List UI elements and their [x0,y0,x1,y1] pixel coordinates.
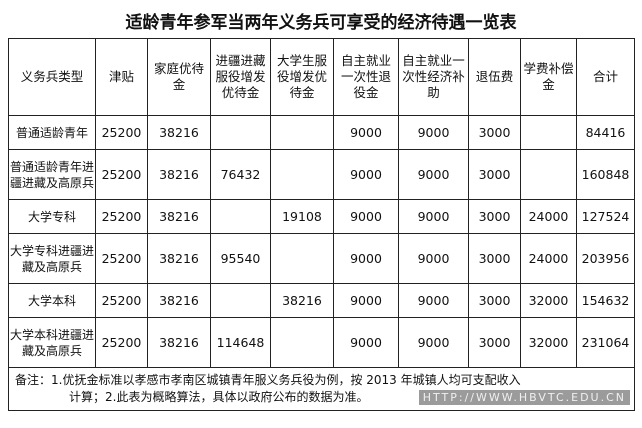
table-cell [270,149,334,200]
table-cell: 32000 [520,283,577,318]
column-header: 退伍费 [468,38,521,116]
table-cell: 9000 [333,199,399,234]
column-header: 学费补偿金 [520,38,577,116]
table-cell: 231064 [576,317,635,368]
table-cell: 24000 [520,199,577,234]
column-header: 义务兵类型 [8,38,96,116]
column-header: 津贴 [95,38,148,116]
row-label: 大学专科 [8,199,96,234]
table-cell: 19108 [270,199,334,234]
table-cell: 160848 [576,149,635,200]
table-row: 大学本科 25200 38216 38216 9000 9000 3000 32000 1546… [8,283,635,318]
row-label: 大学本科进疆进藏及高原兵 [8,317,96,368]
table-cell: 24000 [520,233,577,284]
table-cell: 9000 [333,233,399,284]
table-cell: 38216 [270,283,334,318]
table-cell [270,115,334,150]
table-cell: 9000 [333,317,399,368]
table-row: 普通适龄青年进疆进藏及高原兵 25200 38216 76432 9000 9000 300… [8,149,635,200]
table-cell: 25200 [95,283,148,318]
table-cell: 3000 [468,115,521,150]
table-cell [270,317,334,368]
table-cell: 38216 [147,233,211,284]
table-cell: 25200 [95,317,148,368]
table-cell: 38216 [147,115,211,150]
table-cell: 38216 [147,199,211,234]
table-cell: 9000 [333,149,399,200]
table-cell: 9000 [398,115,469,150]
table-cell: 9000 [333,115,399,150]
table-row: 大学本科进疆进藏及高原兵 25200 38216 114648 9000 9000 3000… [8,317,635,368]
table-cell: 9000 [398,283,469,318]
table-cell: 38216 [147,149,211,200]
column-header: 自主就业一次性经济补助 [398,38,469,116]
table-cell: 95540 [210,233,271,284]
table-cell: 203956 [576,233,635,284]
table-cell: 3000 [468,233,521,284]
table-cell: 3000 [468,149,521,200]
table-cell: 9000 [398,233,469,284]
table-cell: 114648 [210,317,271,368]
column-header: 家庭优待金 [147,38,211,116]
table-cell: 9000 [398,317,469,368]
column-header: 合计 [576,38,635,116]
table-cell [210,199,271,234]
table-cell: 25200 [95,233,148,284]
row-label: 普通适龄青年 [8,115,96,150]
row-label: 大学本科 [8,283,96,318]
table-cell: 127524 [576,199,635,234]
column-header: 自主就业一次性退役金 [333,38,399,116]
table-row: 普通适龄青年 25200 38216 9000 9000 3000 84416 [8,115,635,150]
watermark: HTTP://WWW.HBVTC.EDU.CN [418,390,630,405]
column-header: 大学生服役增发优待金 [270,38,334,116]
table-cell: 3000 [468,317,521,368]
row-label: 普通适龄青年进疆进藏及高原兵 [8,149,96,200]
benefits-table: 义务兵类型 津贴 家庭优待金 进疆进藏服役增发优待金 大学生服役增发优待金 自主就业一次性… [8,38,635,411]
table-cell: 9000 [398,199,469,234]
table-cell: 84416 [576,115,635,150]
table-cell: 154632 [576,283,635,318]
table-cell: 25200 [95,199,148,234]
table-cell [210,283,271,318]
table-cell [210,115,271,150]
table-cell: 38216 [147,317,211,368]
row-label: 大学专科进疆进藏及高原兵 [8,233,96,284]
table-row: 大学专科 25200 38216 19108 9000 9000 3000 24000 1275… [8,199,635,234]
table-cell: 3000 [468,283,521,318]
table-cell: 76432 [210,149,271,200]
column-header: 进疆进藏服役增发优待金 [210,38,271,116]
table-cell: 38216 [147,283,211,318]
table-cell: 9000 [398,149,469,200]
table-cell: 25200 [95,149,148,200]
table-cell: 25200 [95,115,148,150]
page-title: 适龄青年参军当两年义务兵可享受的经济待遇一览表 [125,13,517,33]
table-row: 大学专科进疆进藏及高原兵 25200 38216 95540 9000 9000 3000 2… [8,233,635,284]
table-cell [270,233,334,284]
table-cell: 32000 [520,317,577,368]
table-cell: 3000 [468,199,521,234]
table-cell [520,115,577,150]
table-cell [520,149,577,200]
table-cell: 9000 [333,283,399,318]
